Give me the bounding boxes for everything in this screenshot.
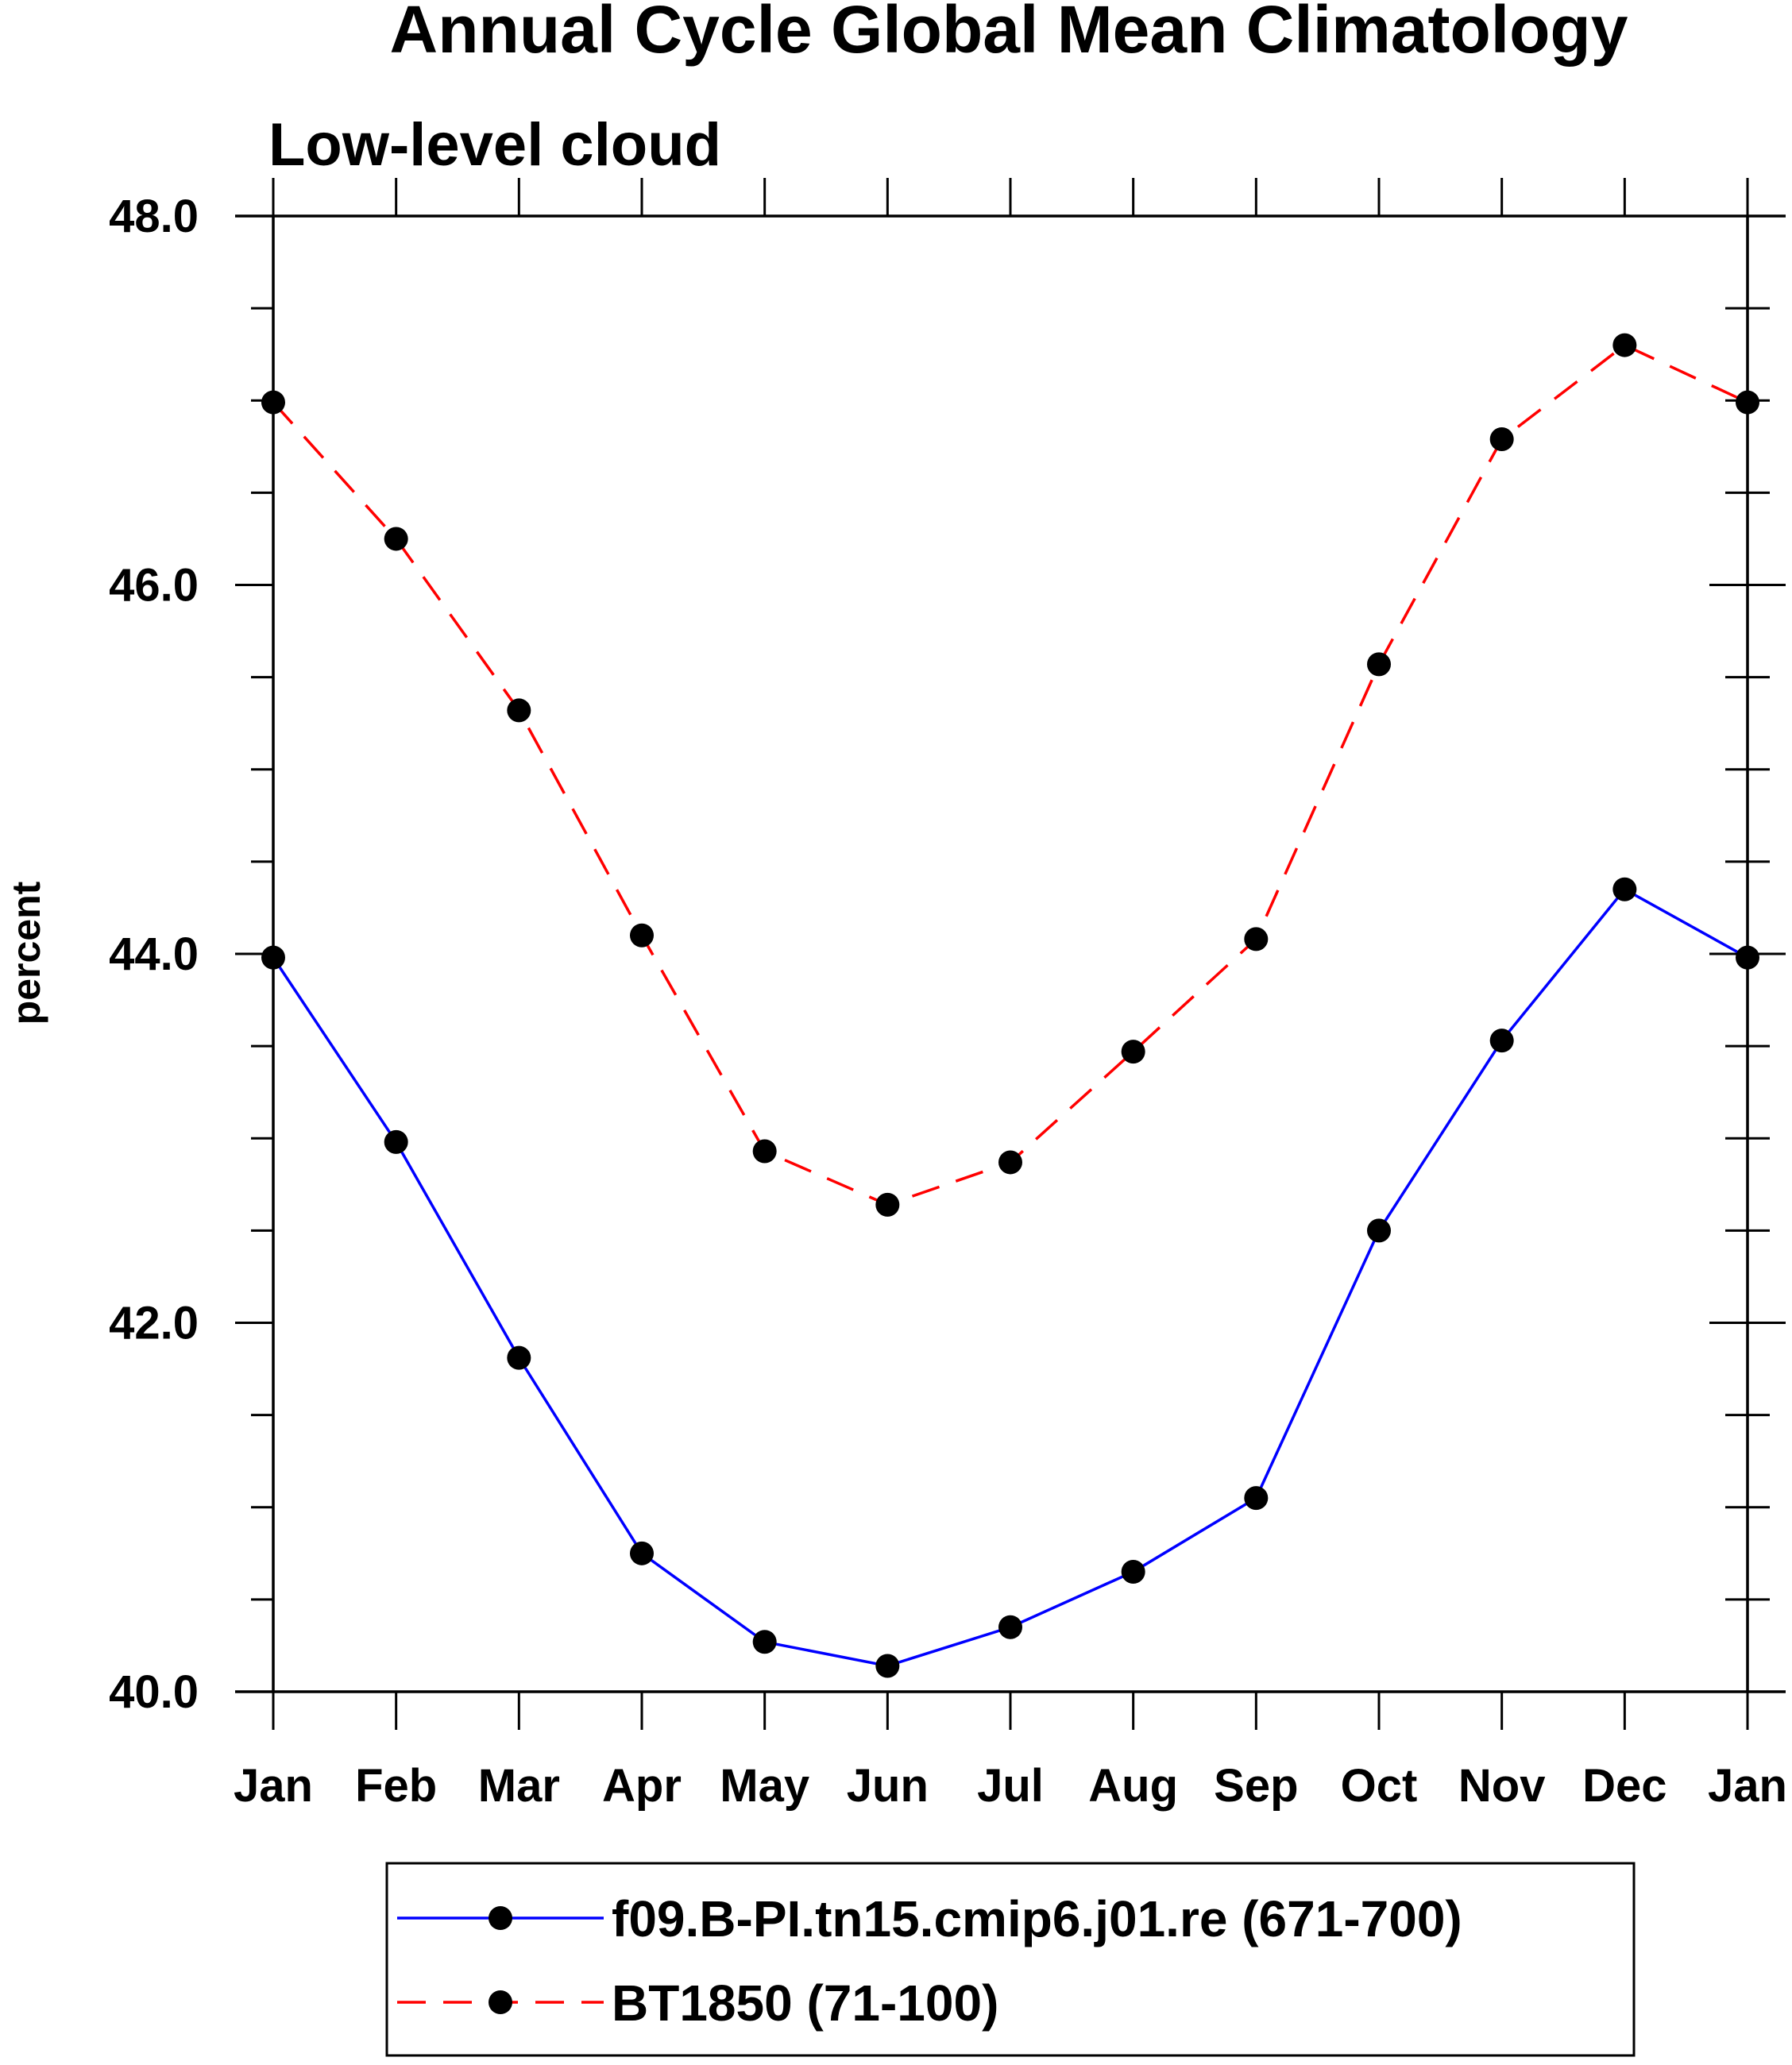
legend: f09.B-PI.tn15.cmip6.j01.re (671-700) BT1… [385,1862,1636,2057]
x-tick-label: Jan [234,1760,313,1812]
series-2-point [1489,427,1514,452]
series-1-line [272,887,1748,1668]
series-1-point [752,1630,777,1654]
legend-marker-series-1 [489,1906,512,1930]
series-2-point [1612,333,1637,357]
x-tick-label: Oct [1341,1760,1418,1812]
series-2-point [1736,390,1759,415]
series-2-point [261,390,285,415]
series-1-point [1612,877,1637,901]
series-1-point [261,945,285,970]
series-2-point [630,923,654,948]
series-1-point [384,1129,408,1154]
series-layer [261,333,1759,1678]
series-1-point [1736,945,1759,970]
series-2-point [507,698,531,723]
series-1 [261,877,1759,1678]
series-2-point [998,1150,1022,1175]
series-2-point [384,527,408,551]
legend-box [385,1862,1636,2057]
series-1-point [998,1615,1022,1639]
series-1-point [1121,1560,1145,1584]
y-tick-label: 42.0 [109,1298,199,1349]
series-2 [261,333,1759,1217]
x-tick-label: Sep [1214,1760,1298,1812]
x-tick-label: Aug [1088,1760,1178,1812]
y-tick-label: 40.0 [109,1666,199,1718]
series-2-point [1121,1040,1145,1064]
series-2-line [272,343,1748,1206]
chart-subtitle: Low-level cloud [268,111,721,179]
series-1-point [507,1345,531,1370]
series-2-point [875,1192,900,1217]
series-2-point [752,1139,777,1164]
x-tick-label: Jun [847,1760,929,1812]
series-2-point [1367,652,1391,677]
x-tick-label: Dec [1582,1760,1666,1812]
x-tick-label: Jul [977,1760,1044,1812]
x-tick-label: Mar [478,1760,560,1812]
legend-label-series-1: f09.B-PI.tn15.cmip6.j01.re (671-700) [612,1890,1462,1947]
series-1-point [875,1654,900,1678]
series-1-point [1489,1029,1514,1053]
legend-label-series-2: BT1850 (71-100) [612,1974,998,2032]
series-1-point [1367,1218,1391,1243]
y-axis-label: percent [4,881,48,1025]
x-tick-label: Feb [355,1760,437,1812]
x-tick-label: May [720,1760,809,1812]
series-2-point [1244,927,1269,951]
series-1-point [1244,1486,1269,1511]
y-tick-label: 48.0 [109,191,199,242]
y-axis: 40.0 42.0 44.0 46.0 48.0 [109,191,1786,1718]
x-tick-label: Nov [1458,1760,1546,1812]
x-axis: Jan Feb Mar Apr May Jun Jul Aug Sep Oct Nov Dec Jan [234,178,1787,1812]
y-tick-label: 44.0 [109,928,199,980]
y-tick-label: 46.0 [109,560,199,612]
legend-marker-series-2 [489,1990,512,2014]
plot-frame [235,214,1786,1693]
x-tick-label: Jan [1708,1760,1787,1812]
series-1-point [630,1541,654,1565]
x-tick-label: Apr [602,1760,682,1812]
chart-title: Annual Cycle Global Mean Climatology [390,0,1628,67]
